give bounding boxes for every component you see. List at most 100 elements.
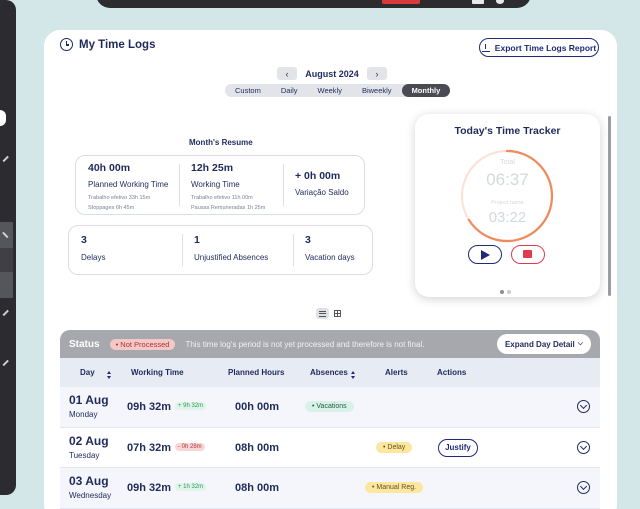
- page-dot[interactable]: [500, 290, 504, 294]
- working-time-stat: 12h 25m Working Time Trabalho efetivo 11…: [179, 156, 283, 214]
- export-label: Export Time Logs Report: [494, 42, 597, 53]
- status-badge: • Not Processed: [109, 338, 176, 350]
- time-logs-table: Status • Not Processed This time log's p…: [60, 330, 600, 509]
- expand-row-icon[interactable]: [577, 400, 590, 413]
- row-working-time: 09h 32m: [127, 401, 172, 413]
- project-time: 03:22: [488, 209, 527, 226]
- working-detail: Pausas Remuneradas 1h 25m: [191, 205, 266, 211]
- export-report-button[interactable]: Export Time Logs Report: [479, 38, 599, 57]
- row-diff-badge: - 0h 28m: [175, 442, 205, 451]
- page-dot[interactable]: [507, 290, 511, 294]
- delays-label: Delays: [81, 253, 106, 262]
- list-icon: [319, 310, 326, 317]
- total-label: Total: [500, 159, 515, 166]
- timer-progress-arc: [460, 149, 554, 243]
- absence-badge: • Vacations: [305, 401, 354, 412]
- planned-value: 40h 00m: [88, 162, 131, 174]
- saldo-stat: + 0h 00m Variação Saldo: [283, 156, 363, 214]
- settings-icon: [496, 0, 504, 4]
- row-date: 03 Aug: [69, 474, 109, 488]
- working-label: Working Time: [191, 180, 240, 189]
- tab-daily[interactable]: Daily: [280, 86, 298, 95]
- view-toggle: [316, 308, 344, 319]
- period-tabs: Custom Daily Weekly Biweekly Monthly: [225, 84, 451, 97]
- prev-month-button[interactable]: ‹: [277, 67, 297, 80]
- month-label: August 2024: [305, 68, 359, 79]
- row-working-time: 07h 32m: [127, 441, 172, 454]
- timer-ring: [460, 149, 554, 243]
- dock-item[interactable]: [0, 222, 13, 248]
- justify-button[interactable]: Justify: [438, 438, 478, 457]
- row-working-time: 09h 32m: [127, 482, 172, 494]
- tab-monthly[interactable]: Monthly: [401, 84, 451, 97]
- scrollbar[interactable]: [608, 116, 611, 296]
- total-time: 06:37: [486, 170, 529, 189]
- dock-mark: [2, 309, 9, 316]
- time-tracker-widget: Today's Time Tracker Total 06:37 Project…: [415, 114, 600, 297]
- absences-label: Unjustified Absences: [194, 253, 269, 262]
- table-row[interactable]: 01 Aug Monday 09h 32m + 9h 32m 00h 00m •…: [60, 387, 600, 428]
- stop-button[interactable]: [511, 245, 545, 264]
- row-diff-badge: + 9h 32m: [175, 402, 207, 410]
- row-date: 01 Aug: [69, 393, 109, 407]
- count-summary-box: 3 Delays 1 Unjustified Absences 3 Vacati…: [68, 225, 373, 275]
- row-planned-hours: 00h 00m: [235, 401, 280, 413]
- tab-biweekly[interactable]: Biweekly: [361, 86, 392, 95]
- planned-detail: Trabalho efetivo 33h 15m: [88, 195, 151, 201]
- vacation-stat: 3 Vacation days: [293, 226, 371, 274]
- delays-value: 3: [81, 234, 87, 246]
- header-day[interactable]: Day: [80, 368, 111, 379]
- list-view-button[interactable]: [316, 308, 329, 319]
- row-diff-badge: + 1h 32m: [175, 483, 207, 491]
- row-weekday: Tuesday: [69, 450, 100, 460]
- next-month-button[interactable]: ›: [367, 67, 387, 80]
- absences-value: 1: [194, 234, 200, 246]
- table-row[interactable]: 02 Aug Tuesday 07h 32m - 0h 28m 08h 00m …: [60, 427, 600, 468]
- tab-custom[interactable]: Custom: [235, 86, 261, 95]
- tab-weekly[interactable]: Weekly: [317, 86, 342, 95]
- table-row[interactable]: 03 Aug Wednesday 09h 32m + 1h 32m 08h 00…: [60, 468, 600, 509]
- expand-label: Expand Day Detail: [504, 339, 575, 349]
- absences-stat: 1 Unjustified Absences: [182, 226, 293, 274]
- alert-badge: • Manual Reg.: [365, 482, 424, 493]
- page-title-text: My Time Logs: [79, 38, 156, 51]
- status-message: This time log's period is not yet proces…: [185, 339, 425, 349]
- resume-title: Month's Resume: [189, 138, 253, 147]
- planned-label: Planned Working Time: [88, 180, 169, 189]
- table-header: Day Working Time Planned Hours Absences …: [60, 358, 600, 387]
- expand-row-icon[interactable]: [577, 481, 590, 494]
- delays-stat: 3 Delays: [69, 226, 182, 274]
- page-title: My Time Logs: [60, 38, 155, 51]
- clock-icon: [60, 38, 73, 51]
- tracker-pager: [500, 290, 511, 294]
- chevron-down-icon: ⌵: [577, 340, 584, 347]
- header-absences[interactable]: Absences: [310, 368, 355, 379]
- grid-view-button[interactable]: [331, 308, 344, 319]
- play-button[interactable]: [468, 245, 502, 264]
- working-detail: Trabalho efetivo 11h 00m: [191, 195, 253, 201]
- window-icon: [472, 0, 484, 4]
- expand-row-icon[interactable]: [577, 440, 590, 454]
- saldo-label: Variação Saldo: [295, 188, 349, 197]
- header-actions: Actions: [437, 368, 467, 377]
- time-summary-box: 40h 00m Planned Working Time Trabalho ef…: [75, 155, 365, 215]
- header-alerts: Alerts: [385, 368, 408, 377]
- grid-icon: [334, 310, 341, 317]
- dock-mark: [2, 359, 9, 366]
- status-title: Status: [69, 338, 100, 350]
- expand-day-detail-button[interactable]: Expand Day Detail ⌵: [497, 334, 591, 354]
- tracker-title: Today's Time Tracker: [454, 125, 561, 137]
- time-logs-card: My Time Logs Export Time Logs Report ‹ A…: [44, 30, 617, 509]
- saldo-value: + 0h 00m: [295, 170, 341, 182]
- planned-time-stat: 40h 00m Planned Working Time Trabalho ef…: [76, 156, 179, 214]
- project-label: Project name: [491, 200, 524, 206]
- dock-indicator: [0, 110, 6, 126]
- dock-item[interactable]: [0, 248, 13, 272]
- row-weekday: Wednesday: [69, 491, 112, 500]
- dock-item[interactable]: [0, 272, 13, 298]
- side-dock: [0, 0, 16, 495]
- planned-detail: Stoppages 6h 45m: [88, 205, 135, 211]
- vacation-label: Vacation days: [305, 253, 355, 262]
- status-bar: Status • Not Processed This time log's p…: [60, 330, 600, 358]
- row-planned-hours: 08h 00m: [235, 482, 280, 494]
